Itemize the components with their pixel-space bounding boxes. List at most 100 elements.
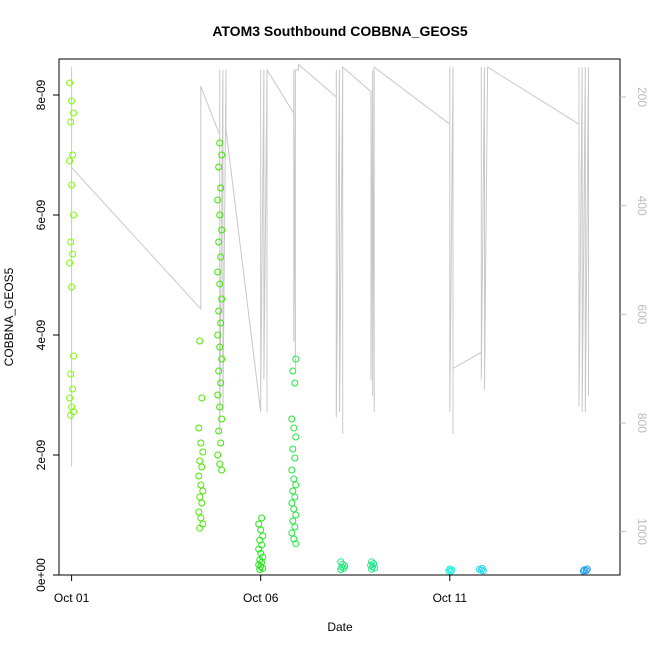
data-point [255,561,263,569]
data-point [216,460,224,468]
data-point [197,439,205,447]
data-point [215,238,223,246]
data-point [217,319,225,327]
data-point [257,563,265,571]
data-point [255,545,263,553]
data-point [70,211,78,219]
data-point [215,307,223,315]
data-point [66,259,74,267]
data-point [292,511,300,519]
data-points [66,79,591,575]
right-tick-label: 800 [635,413,649,433]
data-point [292,540,300,548]
data-point [217,379,225,387]
right-tick-label: 600 [635,304,649,324]
data-point [292,481,300,489]
y-tick-label: 0e+00 [34,558,48,592]
data-point [214,268,222,276]
data-point [196,493,204,501]
data-point [68,181,76,189]
data-point [257,549,265,557]
data-point [216,403,224,411]
data-point [196,524,204,532]
data-point [214,391,222,399]
data-point [218,226,226,234]
y-tick-label: 2e-09 [34,439,48,470]
data-point [447,567,455,575]
data-point [216,139,224,147]
data-point [288,415,296,423]
data-point [66,157,74,165]
data-point [289,367,297,375]
data-point [582,567,590,574]
data-point [66,79,74,87]
y-axis-label: COBBNA_GEOS5 [2,267,16,366]
right-tick-label: 1000 [635,518,649,545]
data-point [579,567,587,575]
data-point [368,558,376,566]
data-point [67,370,75,378]
data-point [257,526,265,534]
data-point [583,565,591,573]
data-point [288,529,296,537]
data-point [198,394,206,402]
data-point [290,424,298,432]
data-point [214,331,222,339]
right-axis: 200 400 600 800 1000 [620,87,649,545]
data-point [215,427,223,435]
x-tick-label: Oct 01 [54,591,90,605]
data-point [197,481,205,489]
data-point [196,457,204,465]
data-point [258,514,266,522]
data-point [217,184,225,192]
data-point [289,517,297,525]
data-point [195,508,203,516]
data-point [195,424,203,432]
data-point [216,343,224,351]
data-point [448,566,456,574]
data-point [291,493,299,501]
data-point [195,472,203,480]
data-point [198,499,206,507]
x-tick-label: Oct 06 [243,591,279,605]
data-point [68,97,76,105]
data-point [70,352,78,360]
data-point [198,463,206,471]
data-point [69,385,77,393]
data-point [337,566,345,574]
data-point [291,523,299,531]
altitude-trace [71,63,589,467]
x-axis-label: Date [327,620,353,634]
data-point [288,466,296,474]
data-point [67,411,75,419]
data-point [218,466,226,474]
data-point [479,567,487,575]
right-tick-label: 200 [635,87,649,107]
data-point [66,394,74,402]
data-point [69,250,77,258]
data-point [218,295,226,303]
y-tick-label: 8e-09 [34,79,48,110]
data-point [217,439,225,447]
data-point [215,163,223,171]
data-point [214,451,222,459]
data-point [216,280,224,288]
y-tick-label: 4e-09 [34,319,48,350]
data-point [68,283,76,291]
x-tick-label: Oct 11 [433,591,468,605]
data-point [289,487,297,495]
data-point [69,151,77,159]
data-point [215,367,223,375]
data-point [218,415,226,423]
data-point [218,151,226,159]
y-axis: 0e+00 2e-09 4e-09 6e-09 8e-09 [34,79,59,592]
data-point [290,505,298,513]
data-point [290,475,298,483]
data-point [368,565,376,573]
chart-title: ATOM3 Southbound COBBNA_GEOS5 [212,23,468,39]
data-point [67,238,75,246]
data-point [256,566,264,574]
data-point [291,379,299,387]
data-point [255,520,263,528]
